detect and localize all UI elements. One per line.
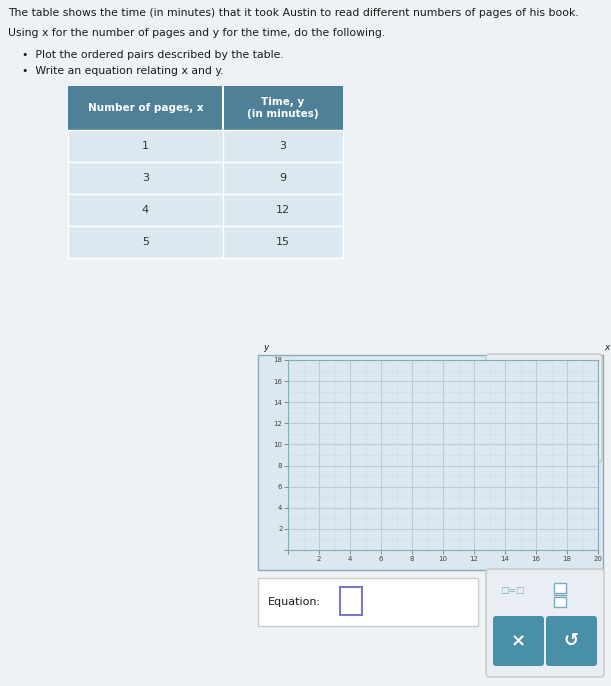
Text: □=□: □=□	[500, 587, 524, 595]
FancyBboxPatch shape	[546, 616, 597, 666]
Text: 9: 9	[279, 173, 287, 183]
Text: ↺: ↺	[562, 416, 577, 434]
Text: Number of pages, x: Number of pages, x	[88, 103, 203, 113]
Bar	[223, 130, 343, 162]
FancyBboxPatch shape	[486, 354, 602, 462]
Text: Using x for the number of pages and y for the time, do the following.: Using x for the number of pages and y fo…	[8, 28, 386, 38]
Bar	[258, 578, 478, 626]
Bar	[68, 226, 223, 258]
Text: 3: 3	[279, 141, 287, 151]
Text: 15: 15	[276, 237, 290, 247]
Text: •  Plot the ordered pairs described by the table.: • Plot the ordered pairs described by th…	[22, 50, 284, 60]
Text: ⊘: ⊘	[506, 366, 518, 381]
FancyBboxPatch shape	[493, 616, 544, 666]
Bar	[68, 162, 223, 194]
Text: 1: 1	[142, 141, 149, 151]
Text: Time, y
(in minutes): Time, y (in minutes)	[247, 97, 319, 119]
Bar	[554, 597, 566, 607]
Bar	[340, 587, 362, 615]
Bar	[554, 583, 566, 593]
Text: y: y	[263, 344, 269, 353]
Text: 3: 3	[142, 173, 149, 183]
FancyBboxPatch shape	[545, 399, 593, 451]
Text: 12: 12	[276, 205, 290, 215]
Text: •  Write an equation relating x and y.: • Write an equation relating x and y.	[22, 66, 224, 76]
Text: ×: ×	[510, 632, 525, 650]
Bar	[68, 130, 223, 162]
Text: ×: ×	[511, 416, 527, 434]
Text: 5: 5	[142, 237, 149, 247]
FancyBboxPatch shape	[486, 569, 604, 677]
Bar	[258, 355, 603, 570]
Bar	[68, 194, 223, 226]
Text: The table shows the time (in minutes) that it took Austin to read different numb: The table shows the time (in minutes) th…	[8, 8, 579, 18]
Text: ✎: ✎	[552, 366, 565, 381]
Bar	[223, 86, 343, 130]
Text: x: x	[604, 344, 610, 353]
Bar	[68, 86, 223, 130]
Bar	[223, 162, 343, 194]
FancyBboxPatch shape	[495, 399, 543, 451]
Text: 4: 4	[142, 205, 149, 215]
Bar	[223, 226, 343, 258]
Text: ↺: ↺	[563, 632, 579, 650]
Text: Equation:: Equation:	[268, 597, 321, 607]
Bar	[222, 86, 224, 130]
Bar	[223, 194, 343, 226]
